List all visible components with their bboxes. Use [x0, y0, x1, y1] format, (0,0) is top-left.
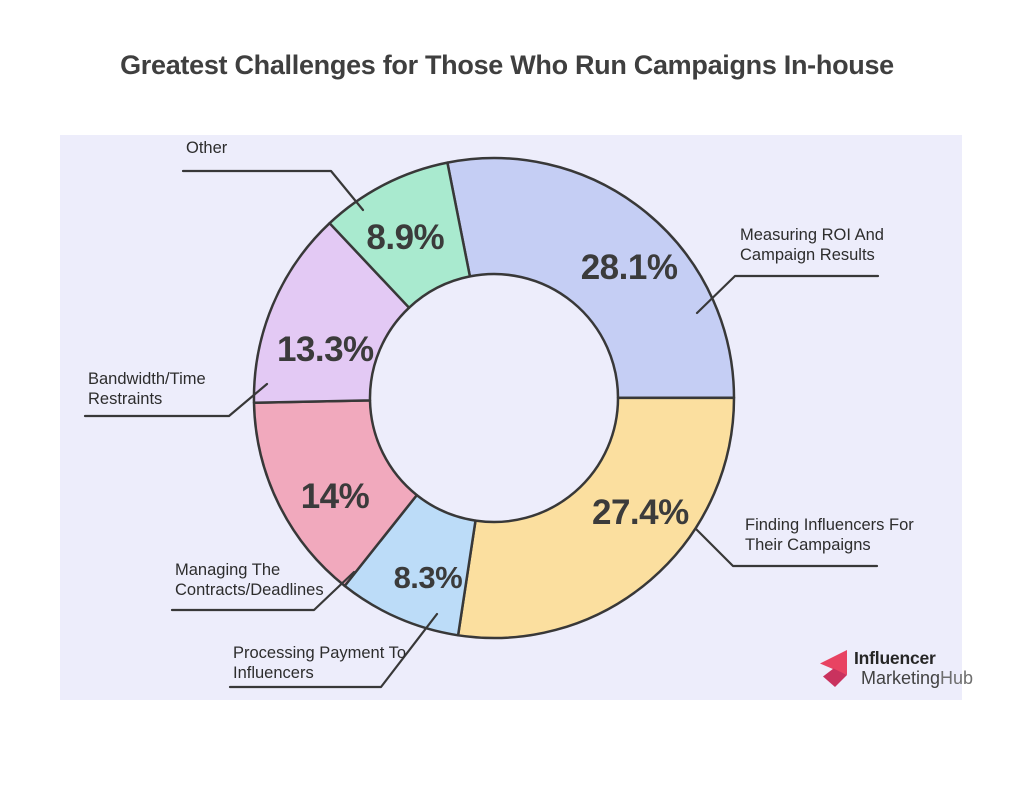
segment-value-label-3: 14%: [300, 477, 370, 517]
label-line: Processing Payment To: [233, 644, 407, 662]
segment-label-other: Other: [186, 138, 227, 158]
label-line: Measuring ROI And: [740, 226, 884, 244]
segment-label-managing-contracts: Managing The Contracts/Deadlines: [175, 560, 324, 600]
segment-value-label-5: 8.9%: [366, 218, 445, 258]
influencer-marketinghub-logo: Influencer MarketingHub: [818, 648, 974, 688]
label-line: Influencers: [233, 664, 314, 682]
chart-title: Greatest Challenges for Those Who Run Ca…: [120, 50, 894, 80]
segment-value-label-0: 28.1%: [580, 247, 678, 287]
label-line: Finding Influencers For: [745, 516, 914, 534]
label-line: Managing The: [175, 561, 281, 579]
segment-label-bandwidth-time: Bandwidth/Time Restraints: [88, 369, 206, 409]
logo-marketinghub-text: MarketingHub: [861, 667, 974, 688]
logo-influencer-text: Influencer: [854, 648, 936, 668]
label-line: Bandwidth/Time: [88, 370, 206, 388]
logo-arrow-icon: [820, 650, 847, 687]
chart-panel: [60, 135, 962, 700]
segment-value-label-1: 27.4%: [592, 492, 689, 532]
label-line: Restraints: [88, 390, 163, 408]
segment-label-processing-payment: Processing Payment To Influencers: [233, 643, 406, 683]
label-line: Campaign Results: [740, 246, 875, 264]
segment-label-measuring-roi: Measuring ROI And Campaign Results: [740, 225, 884, 265]
label-line: Other: [186, 139, 228, 157]
segment-value-label-2: 8.3%: [393, 559, 463, 595]
segment-label-finding-influencers: Finding Influencers For Their Campaigns: [745, 515, 914, 555]
label-line: Their Campaigns: [745, 536, 871, 554]
segment-value-label-4: 13.3%: [276, 330, 374, 370]
logo-text: Influencer MarketingHub: [854, 648, 974, 688]
label-line: Contracts/Deadlines: [175, 581, 324, 599]
